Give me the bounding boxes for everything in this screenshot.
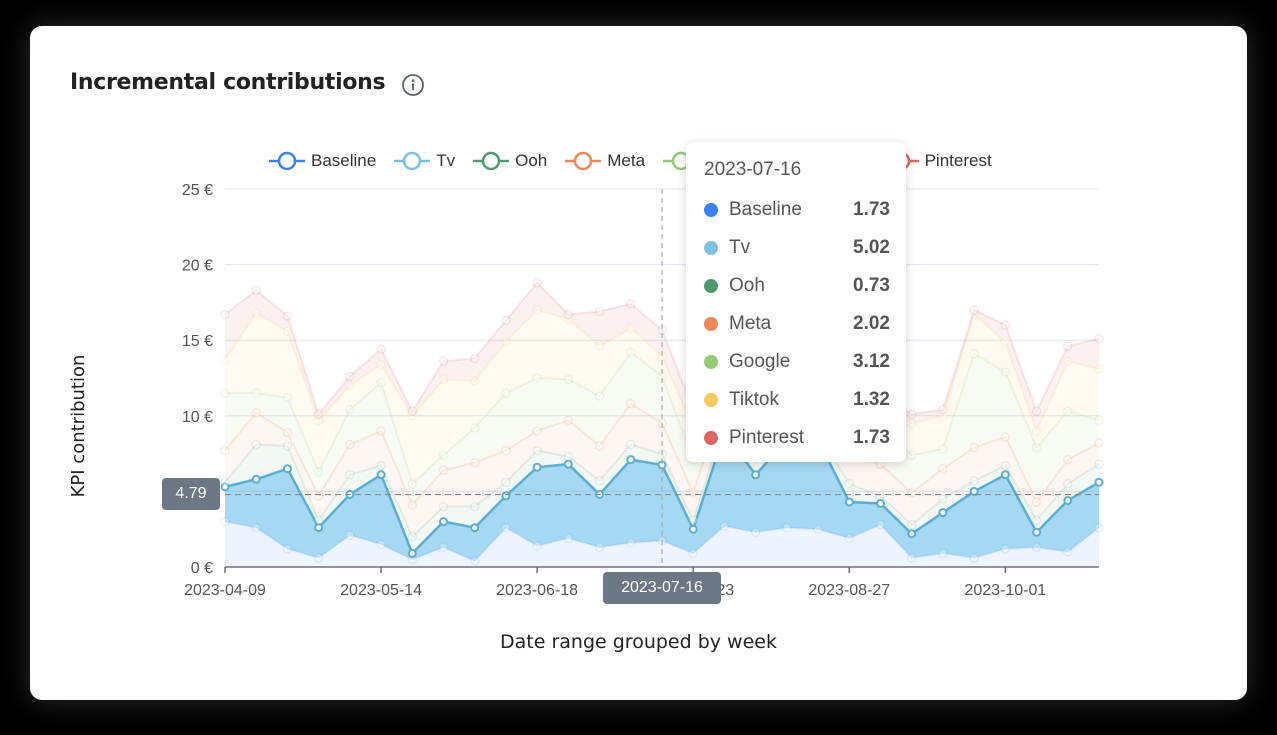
series-color-dot-icon [704, 431, 718, 445]
x-tick-label: 2023-05-14 [340, 582, 422, 599]
tooltip-series-value: 5.02 [853, 237, 890, 258]
tooltip-series-label: Meta [729, 313, 772, 334]
line-pinterest [224, 281, 1100, 417]
tooltip-series-label: Baseline [729, 199, 802, 220]
legend-item-tv[interactable]: Tv [393, 151, 455, 171]
series-color-dot-icon [704, 393, 718, 407]
chart-title: Incremental contributions [70, 70, 386, 95]
y-tick-label: 15 € [182, 333, 213, 350]
legend-label: Meta [607, 151, 646, 170]
tooltip-row-baseline: Baseline 1.73 [704, 198, 890, 222]
series-color-dot-icon [704, 241, 718, 255]
legend-line-circle-icon [269, 151, 305, 171]
chart-card: Incremental contributions 0 €5 €10 €15 €… [30, 26, 1247, 700]
tooltip-series-label: Google [729, 351, 791, 372]
y-tick-label: 10 € [182, 409, 213, 426]
series-color-dot-icon [704, 355, 718, 369]
legend-label: Baseline [311, 151, 377, 170]
tooltip-row-google: Google 3.12 [704, 350, 890, 374]
crosshair-x-value-badge: 2023-07-16 [603, 572, 721, 604]
legend-line-circle-icon [473, 151, 510, 171]
area-meta [225, 394, 1099, 537]
x-tick-label: 2023-08-27 [808, 582, 890, 599]
tooltip-series-value: 0.73 [853, 275, 890, 296]
legend-item-baseline[interactable]: Baseline [268, 151, 376, 171]
tooltip-row-meta: Meta 2.02 [704, 312, 890, 336]
y-tick-label: 25 € [182, 182, 213, 199]
series-color-dot-icon [704, 203, 718, 217]
tooltip-series-label: Tiktok [729, 389, 779, 410]
legend-label: Pinterest [924, 151, 992, 170]
legend-label: Tv [436, 151, 456, 170]
tooltip-date: 2023-07-16 [704, 159, 802, 180]
tooltip-series-value: 1.73 [853, 199, 890, 220]
chart-tooltip: 2023-07-16 Baseline 1.73 Tv 5.02 Ooh 0.7… [686, 142, 906, 462]
tooltip-row-tv: Tv 5.02 [704, 236, 890, 260]
tooltip-series-label: Ooh [729, 275, 765, 296]
legend-line-circle-icon [565, 151, 602, 171]
stacked-area-chart[interactable]: 0 €5 €10 €15 €20 €25 €2023-04-092023-05-… [30, 26, 1247, 700]
y-tick-label: 0 € [191, 560, 213, 577]
series-color-dot-icon [704, 279, 718, 293]
tooltip-series-label: Pinterest [729, 427, 804, 448]
legend-label: Ooh [515, 151, 548, 170]
x-tick-label: 2023-04-09 [184, 582, 266, 599]
legend-item-ooh[interactable]: Ooh [472, 151, 547, 171]
series-color-dot-icon [704, 317, 718, 331]
line-google [225, 350, 1100, 486]
y-tick-label: 20 € [182, 258, 213, 275]
tooltip-row-pinterest: Pinterest 1.73 [704, 426, 890, 450]
info-circle-icon[interactable] [401, 73, 425, 97]
legend-item-meta[interactable]: Meta [564, 151, 645, 171]
tooltip-series-value: 2.02 [853, 313, 890, 334]
x-tick-label: 2023-10-01 [964, 582, 1046, 599]
legend-line-circle-icon [394, 151, 431, 171]
x-tick-label: 2023-06-18 [496, 582, 578, 599]
tooltip-row-ooh: Ooh 0.73 [704, 274, 890, 298]
y-axis-label: KPI contribution [68, 354, 89, 498]
x-axis-label: Date range grouped by week [500, 631, 777, 653]
line-tiktok [224, 307, 1100, 434]
crosshair-y-value-badge: 4.79 [162, 478, 220, 510]
tooltip-series-value: 1.73 [853, 427, 890, 448]
tooltip-series-value: 1.32 [853, 389, 890, 410]
area-google [225, 352, 1099, 506]
tooltip-row-tiktok: Tiktok 1.32 [704, 388, 890, 412]
tooltip-series-label: Tv [729, 237, 751, 258]
tooltip-series-value: 3.12 [853, 351, 890, 372]
area-tiktok [225, 309, 1099, 484]
